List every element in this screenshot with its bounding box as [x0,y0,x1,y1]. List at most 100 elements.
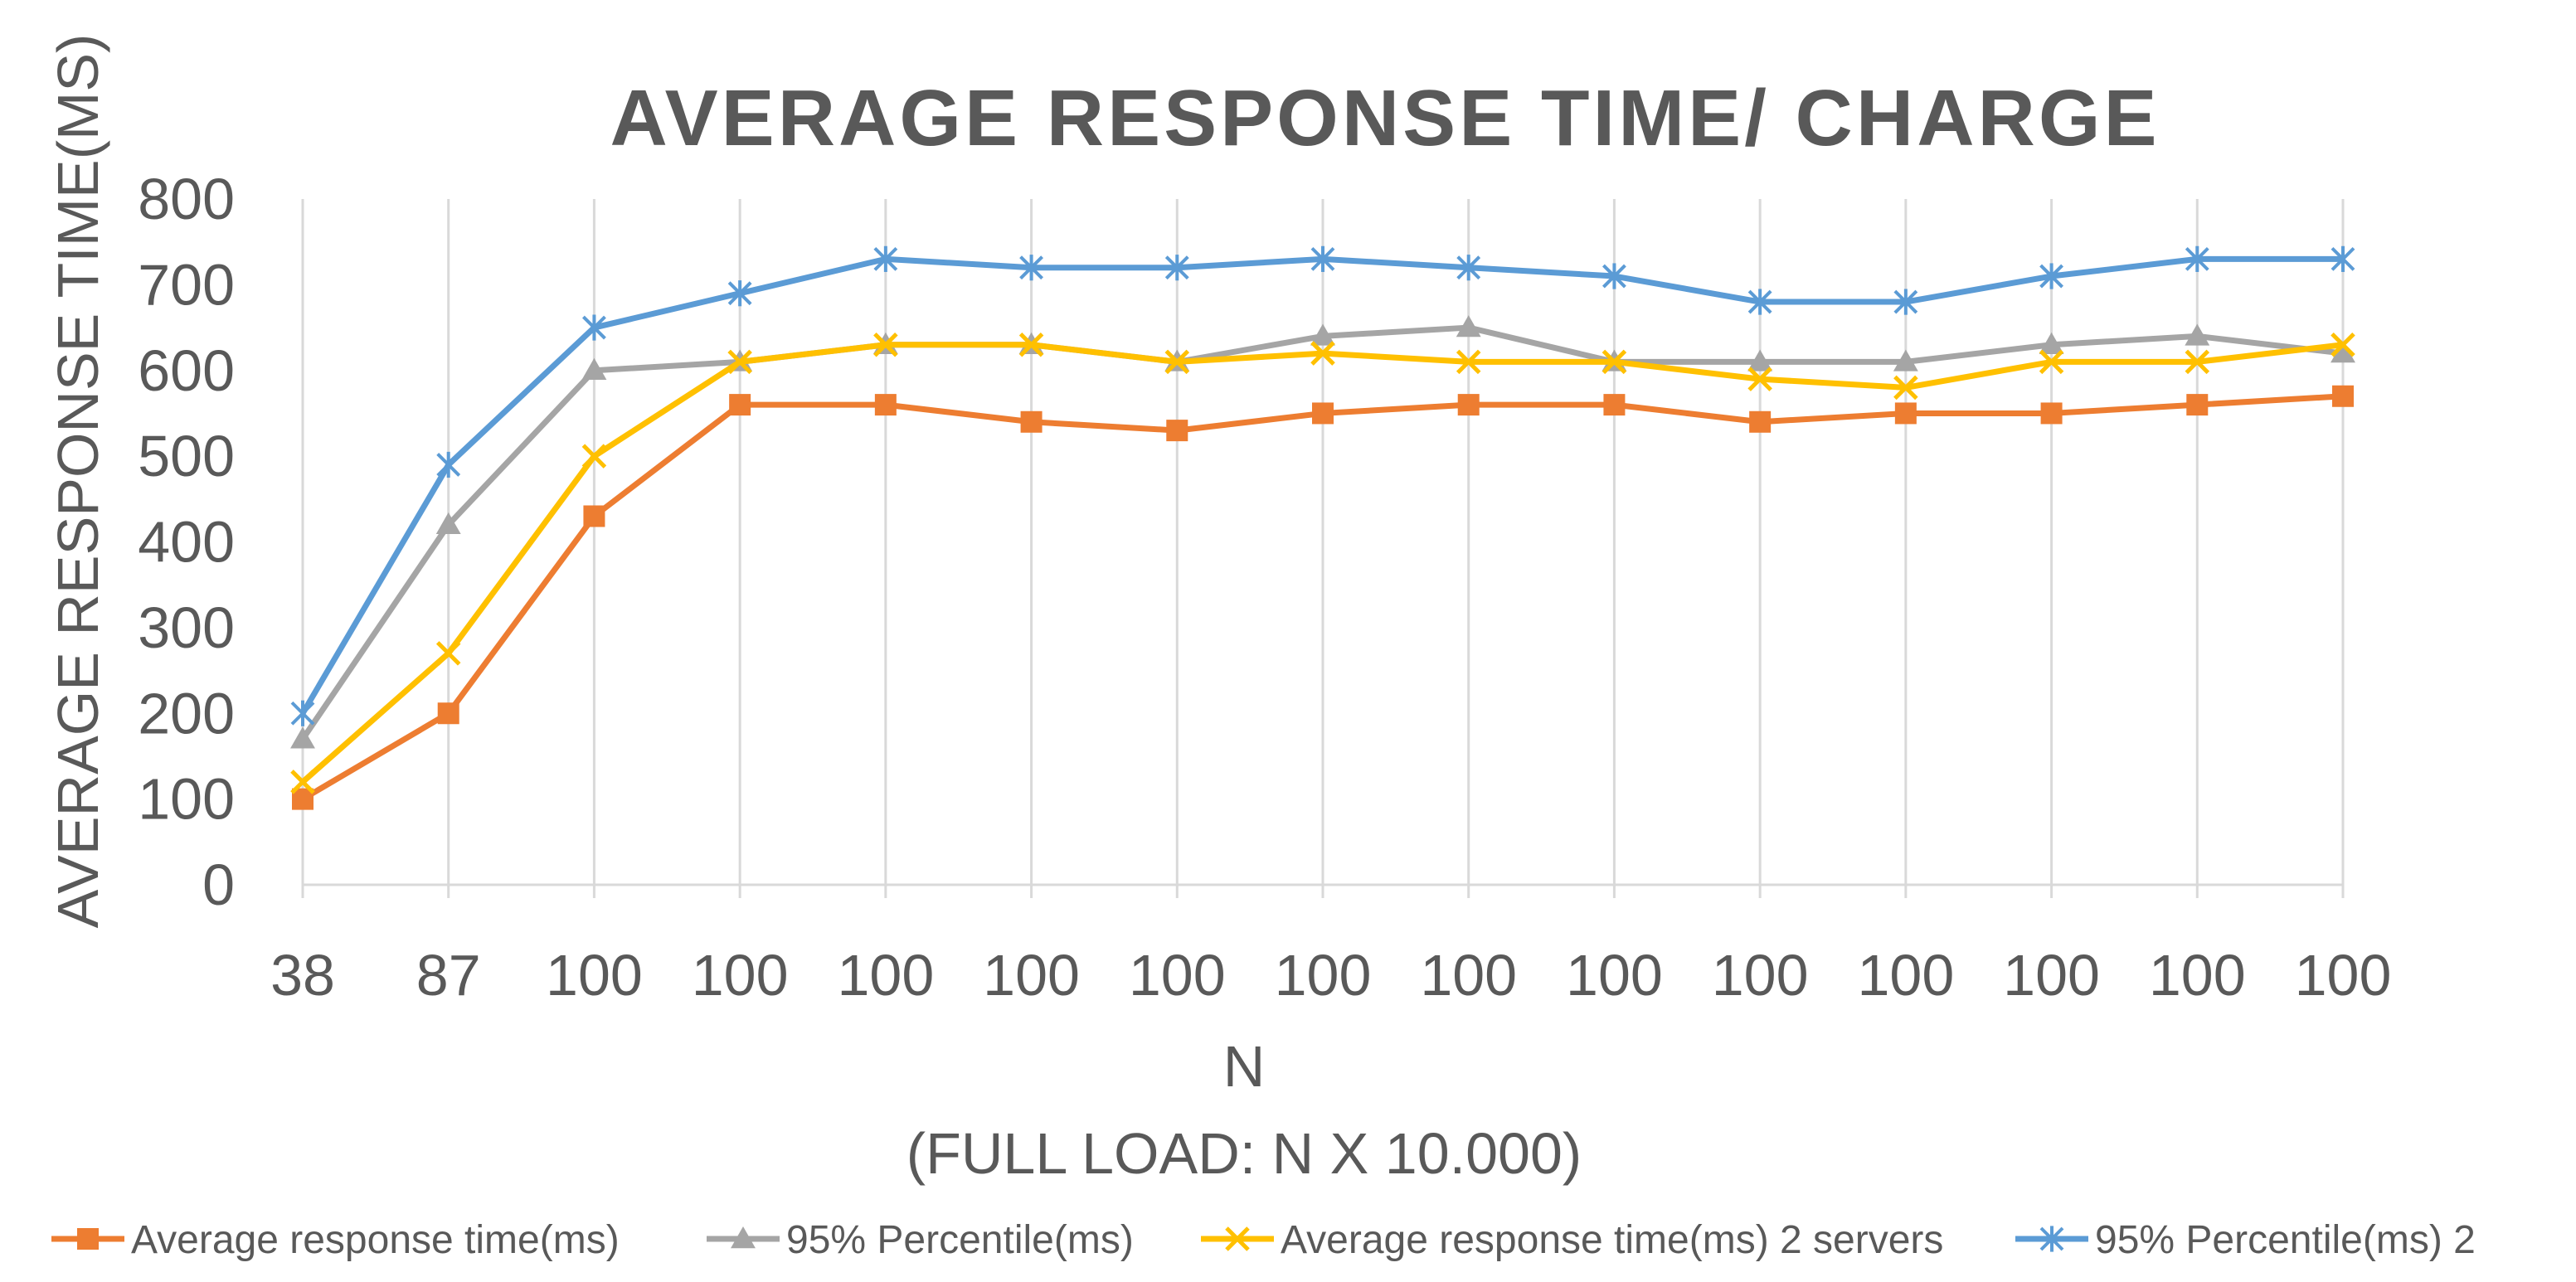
legend: Average response time(ms) 95% Percentile(… [51,1218,2476,1262]
y-tick-label: 600 [138,338,235,403]
data-point [873,332,898,357]
x-tick-label: 87 [416,943,481,1008]
chart-title: AVERAGE RESPONSE TIME/ CHARGE [610,74,2160,163]
data-point [1019,255,1043,281]
data-point [1749,410,1772,433]
series-1 [292,385,2354,810]
data-point [2039,332,2064,354]
legend-item: 95% Percentile(ms) [707,1218,1134,1262]
data-point [873,245,898,272]
x-tick-label: 100 [2295,943,2392,1008]
data-point [1164,255,1189,281]
data-point [1456,255,1481,281]
axes [301,883,2345,898]
data-point [874,394,897,416]
data-point [1747,367,1772,391]
data-point [1747,289,1772,315]
legend-label: 95% Percentile(ms) [786,1218,1134,1262]
data-point [1310,245,1335,272]
data-point [582,314,606,341]
data-point [1312,402,1334,425]
data-point [2040,402,2063,425]
x-tick-label: 100 [2003,943,2100,1008]
data-point [1310,341,1335,366]
data-point [436,451,461,478]
data-point [1603,394,1626,416]
series-4 [290,245,2355,726]
data-point [2185,245,2209,272]
legend-item: Average response time(ms) 2 servers [1201,1218,1943,1262]
legend-marker [731,1226,756,1249]
x-tick-label: 100 [837,943,934,1008]
data-point [435,512,461,535]
series-group [290,245,2355,810]
data-point [1893,289,1918,315]
x-axis-label: N [1223,1034,1266,1099]
data-point [1601,349,1627,375]
x-tick-labels: 38 87 100 100 100 100 100 100 100 100 100 100 100 100… [270,943,2391,1008]
x-tick-label: 100 [1129,943,1226,1008]
legend-item: Average response time(ms) [51,1218,620,1262]
legend-label: Average response time(ms) 2 servers [1281,1218,1943,1262]
data-point [2039,349,2064,375]
data-point [1020,410,1043,433]
series-3 [290,332,2355,794]
x-tick-label: 100 [2149,943,2246,1008]
data-point [2331,332,2355,357]
legend-marker [77,1228,99,1250]
data-point [1164,349,1190,375]
data-point [1747,349,1773,371]
x-tick-label: 100 [1566,943,1663,1008]
x-axis-label-subtitle: (FULL LOAD: N X 10.000) [906,1121,1582,1186]
x-tick-label: 100 [1857,943,1954,1008]
data-point [583,505,605,527]
data-point [2039,263,2063,289]
data-point [1166,420,1188,442]
data-point [729,394,751,416]
data-point [581,444,607,469]
data-point [290,726,315,749]
legend-label: Average response time(ms) [131,1218,620,1262]
data-point [727,349,752,375]
data-point [1602,263,1626,289]
legend-marker [1225,1226,1250,1251]
x-tick-label: 100 [546,943,643,1008]
data-point [2332,385,2354,407]
data-point [1893,375,1918,401]
x-tick-label: 100 [1420,943,1517,1008]
data-point [1018,332,1044,357]
y-tick-label: 200 [138,681,235,745]
data-point [581,357,607,380]
data-point [1893,349,1918,371]
x-tick-label: 100 [692,943,789,1008]
y-tick-label: 300 [138,595,235,660]
x-tick-label: 38 [270,943,335,1008]
data-point [1456,349,1481,375]
legend-marker [2039,1226,2064,1252]
data-point [437,702,459,725]
x-tick-label: 100 [983,943,1080,1008]
x-tick-label: 100 [1712,943,1809,1008]
y-tick-label: 800 [138,167,235,231]
y-axis-label: AVERAGE RESPONSE TIME(MS) [46,34,110,929]
data-point [1310,323,1335,346]
y-tick-label: 400 [138,510,235,575]
y-tick-label: 700 [138,252,235,317]
data-point [2331,245,2355,272]
data-point [1894,402,1917,425]
data-point [727,280,752,307]
data-point [2186,394,2209,416]
grid-lines [301,199,2345,885]
y-tick-labels: 0 100 200 300 400 500 600 700 800 [138,167,235,917]
data-point [290,770,315,794]
data-point [2185,349,2210,375]
data-point [2331,341,2355,363]
y-tick-label: 100 [138,767,235,832]
y-tick-label: 500 [138,424,235,488]
legend-label: 95% Percentile(ms) 2 [2095,1218,2476,1262]
x-tick-label: 100 [1275,943,1372,1008]
data-point [2185,323,2210,346]
legend-item: 95% Percentile(ms) 2 [2015,1218,2476,1262]
data-point [435,641,461,666]
